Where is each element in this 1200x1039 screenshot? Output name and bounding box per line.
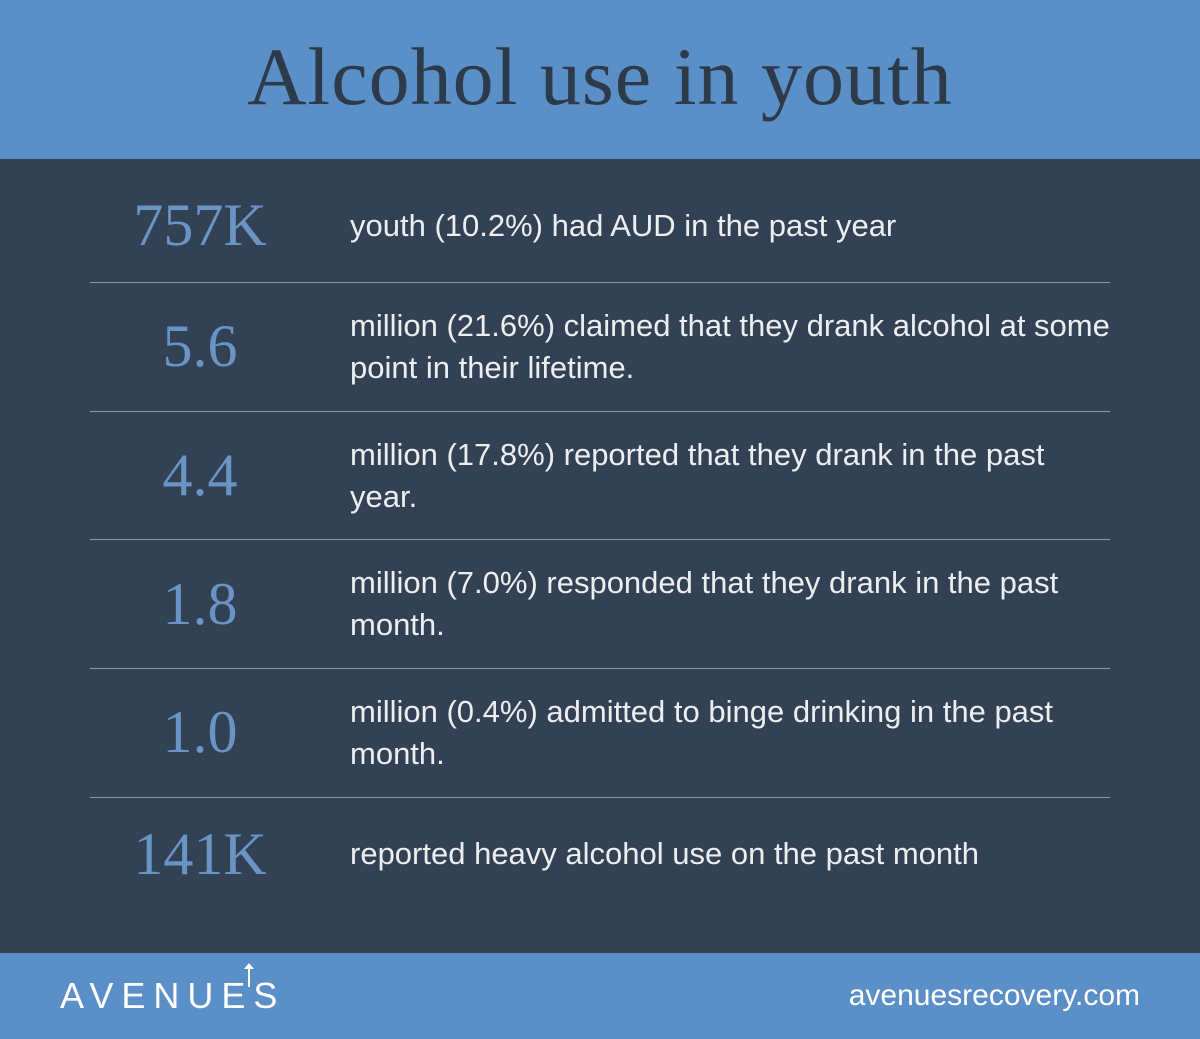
stat-value: 4.4 [90,441,310,510]
infographic-container: Alcohol use in youth 757K youth (10.2%) … [0,0,1200,1039]
stat-description: reported heavy alcohol use on the past m… [350,833,1110,875]
stat-row: 757K youth (10.2%) had AUD in the past y… [90,169,1110,283]
brand-logo: AVENUES [60,975,285,1017]
stat-row: 4.4 million (17.8%) reported that they d… [90,412,1110,541]
stat-description: youth (10.2%) had AUD in the past year [350,205,1110,247]
stat-description: million (0.4%) admitted to binge drinkin… [350,691,1110,775]
stat-value: 1.0 [90,698,310,767]
stat-description: million (21.6%) claimed that they drank … [350,305,1110,389]
stat-row: 141K reported heavy alcohol use on the p… [90,798,1110,911]
stats-content: 757K youth (10.2%) had AUD in the past y… [0,159,1200,953]
stat-row: 1.8 million (7.0%) responded that they d… [90,540,1110,669]
stat-value: 757K [90,191,310,260]
stat-row: 1.0 million (0.4%) admitted to binge dri… [90,669,1110,798]
stat-description: million (17.8%) reported that they drank… [350,434,1110,518]
logo-arrow-icon [248,967,250,987]
website-url: avenuesrecovery.com [849,979,1140,1013]
stat-value: 5.6 [90,312,310,381]
stat-value: 141K [90,820,310,889]
page-title: Alcohol use in youth [20,30,1180,124]
header: Alcohol use in youth [0,0,1200,159]
stat-value: 1.8 [90,570,310,639]
stat-description: million (7.0%) responded that they drank… [350,562,1110,646]
footer: AVENUES avenuesrecovery.com [0,953,1200,1039]
stat-row: 5.6 million (21.6%) claimed that they dr… [90,283,1110,412]
logo-text: AVENUES [60,975,285,1016]
